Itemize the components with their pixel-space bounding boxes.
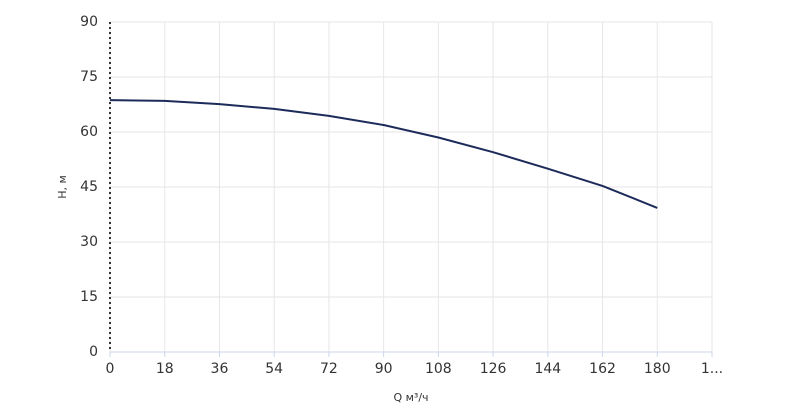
x-tick-label: 126 — [480, 361, 507, 377]
y-tick-label: 30 — [80, 234, 98, 250]
x-tick-label: 108 — [425, 361, 452, 377]
y-tick-label: 60 — [80, 124, 98, 140]
y-tick-label: 90 — [80, 14, 98, 30]
x-tick-label: 18 — [156, 361, 174, 377]
y-tick-label: 0 — [89, 344, 98, 360]
x-tick-label: 36 — [211, 361, 229, 377]
x-tick-label: 144 — [534, 361, 561, 377]
y-axis-label: H, м — [56, 175, 69, 199]
curve — [109, 99, 658, 209]
x-tick-label: 72 — [320, 361, 338, 377]
x-tick-label: 180 — [644, 361, 671, 377]
x-tick-label: 1... — [701, 361, 723, 377]
y-tick-label: 15 — [80, 289, 98, 305]
y-tick-label: 45 — [80, 179, 98, 195]
x-tick-label: 54 — [265, 361, 283, 377]
x-tick-label: 90 — [375, 361, 393, 377]
x-tick-label: 162 — [589, 361, 616, 377]
x-axis-label: Q м³/ч — [393, 391, 428, 404]
y-tick-label: 75 — [80, 69, 98, 85]
x-tick-label: 0 — [106, 361, 115, 377]
